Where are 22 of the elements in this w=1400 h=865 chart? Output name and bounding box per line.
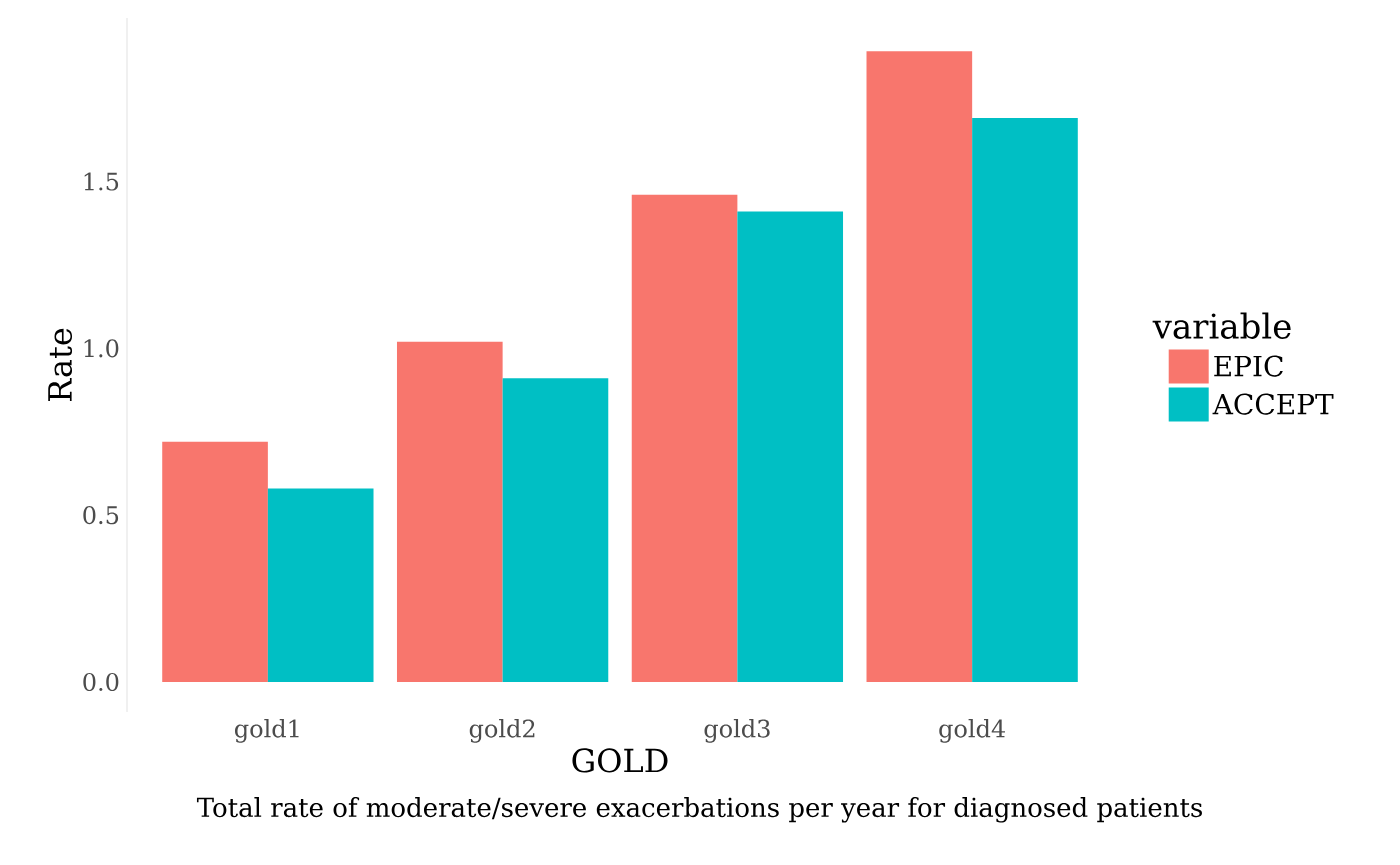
x-tick-label: gold2	[469, 719, 535, 743]
y-tick-label: 1.0	[84, 339, 119, 358]
x-tick-label: gold3	[704, 719, 770, 743]
bar	[972, 118, 1078, 682]
text: Total rate of moderate/severe exacerbations per year for diagnosed patients	[196, 797, 1202, 823]
bar	[737, 211, 844, 682]
x-tick-label: gold4	[939, 719, 1005, 743]
bar	[631, 194, 738, 682]
bar	[162, 441, 268, 682]
bar	[866, 51, 973, 682]
y-axis-title: Rate	[48, 328, 73, 402]
legend-label: ACCEPT	[1212, 393, 1334, 415]
y-tick-label: 1.5	[84, 172, 119, 191]
y-tick-label: 0.5	[83, 506, 119, 525]
legend-label: EPIC	[1214, 355, 1283, 377]
x-axis-title: GOLD	[572, 748, 668, 773]
bar	[396, 341, 503, 682]
bar	[502, 378, 609, 682]
bar	[267, 488, 374, 682]
x-tick-label: gold1	[235, 719, 299, 743]
legend-title: variable	[1152, 312, 1291, 339]
y-tick-label: 0.0	[83, 672, 119, 692]
